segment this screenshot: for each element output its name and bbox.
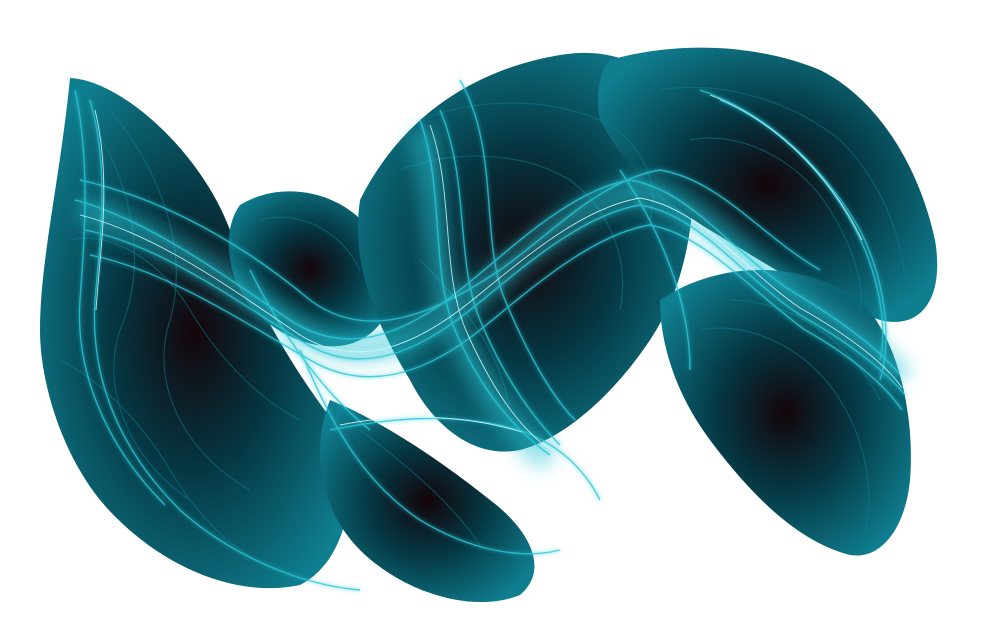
light-ribbons — [74, 79, 906, 591]
ribbon-highlights — [79, 94, 903, 453]
bottom-center-lobe — [320, 400, 535, 603]
top-right-lobe — [598, 47, 938, 322]
left-lobe — [40, 78, 350, 589]
dark-lobes — [40, 47, 938, 603]
